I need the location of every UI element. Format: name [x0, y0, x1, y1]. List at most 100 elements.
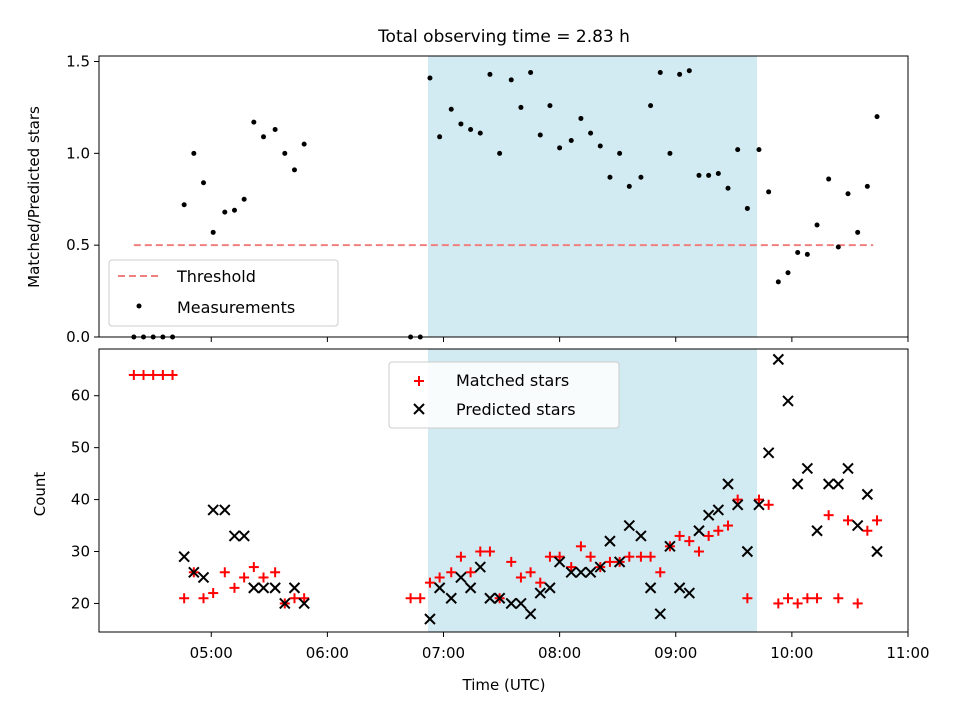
- data-point: [696, 172, 702, 178]
- data-point: [673, 582, 686, 594]
- data-point: [842, 462, 854, 475]
- data-point: [415, 593, 426, 604]
- data-point: [534, 587, 546, 599]
- data-point: [484, 546, 495, 557]
- data-point: [167, 369, 178, 380]
- data-point: [191, 150, 197, 156]
- data-point: [251, 119, 257, 125]
- data-point: [446, 567, 457, 578]
- x-tick-label: 06:00: [306, 644, 349, 662]
- data-point: [150, 334, 156, 340]
- data-point: [141, 334, 147, 340]
- data-point: [626, 183, 632, 189]
- data-point: [405, 593, 416, 604]
- data-point: [712, 504, 725, 516]
- data-point: [524, 608, 537, 620]
- data-point: [871, 545, 883, 558]
- data-point: [257, 582, 270, 594]
- data-point: [575, 566, 587, 578]
- data-point: [667, 150, 673, 156]
- x-tick-label: 09:00: [654, 644, 697, 662]
- data-point: [424, 577, 435, 588]
- data-point: [684, 536, 695, 547]
- legend-top: Threshold Measurements: [108, 259, 339, 327]
- data-point: [693, 546, 704, 557]
- data-point: [465, 567, 476, 578]
- data-point: [833, 593, 844, 604]
- panel-2: 05:00 06:00 07:00 08:00 09:00 10:00 11:00 20 30 4…: [71, 348, 930, 662]
- plot-layer: 0.0 0.5 1.0 1.5 Threshold Measurements 05:00 06…: [66, 53, 929, 662]
- y-tick-label: 1.0: [66, 144, 90, 162]
- data-point: [434, 572, 445, 583]
- data-point: [588, 130, 594, 136]
- data-point: [269, 582, 281, 594]
- data-point: [535, 577, 546, 588]
- axes-frame: [98, 55, 909, 338]
- data-point: [756, 147, 762, 153]
- data-point: [766, 189, 772, 195]
- data-point: [170, 334, 176, 340]
- data-point: [823, 510, 834, 521]
- data-point: [437, 134, 443, 140]
- data-point: [131, 334, 137, 340]
- data-point: [677, 71, 683, 77]
- legend-predicted-label: Predicted stars: [456, 400, 576, 419]
- y-axis-label-bottom: Count: [31, 472, 49, 517]
- legend-matched-swatch: [414, 376, 424, 386]
- data-point: [477, 130, 483, 136]
- data-point: [624, 551, 635, 562]
- shaded-interval: [428, 56, 758, 337]
- data-point: [506, 556, 517, 567]
- data-point: [291, 167, 297, 173]
- legend-measurements-swatch: [136, 303, 142, 309]
- chart-title: Total observing time = 2.83 h: [377, 27, 630, 47]
- x-tick-label: 10:00: [770, 644, 813, 662]
- data-point: [638, 174, 644, 180]
- data-point: [229, 582, 240, 593]
- legend-measurements-label: Measurements: [177, 298, 295, 317]
- data-point: [505, 597, 517, 610]
- data-point: [248, 582, 260, 594]
- data-point: [188, 566, 200, 578]
- data-point: [301, 141, 307, 147]
- data-point: [464, 582, 477, 594]
- data-point: [648, 103, 654, 109]
- y-tick-label: 50: [71, 439, 90, 457]
- data-point: [474, 561, 486, 573]
- data-point: [791, 478, 804, 490]
- data-point: [725, 185, 731, 191]
- x-tick-label: 05:00: [190, 644, 233, 662]
- data-point: [537, 132, 543, 138]
- data-point: [835, 244, 841, 250]
- y-tick-label: 40: [71, 491, 90, 509]
- data-point: [448, 106, 454, 112]
- data-point: [179, 593, 190, 604]
- data-point: [528, 70, 534, 76]
- data-point: [604, 556, 615, 567]
- data-point: [515, 572, 526, 583]
- data-point: [584, 566, 597, 578]
- data-point: [594, 561, 606, 573]
- data-point: [604, 535, 616, 547]
- legend-bottom: Matched stars Predicted stars: [388, 361, 620, 429]
- data-point: [735, 147, 741, 153]
- data-point: [207, 504, 219, 516]
- data-point: [554, 551, 565, 562]
- data-point: [715, 171, 721, 177]
- data-point: [872, 515, 883, 526]
- data-point: [455, 551, 466, 562]
- data-point: [408, 334, 414, 340]
- x-tick-label: 07:00: [422, 644, 465, 662]
- data-point: [525, 567, 536, 578]
- data-point: [547, 103, 553, 109]
- data-point: [785, 270, 791, 276]
- data-point: [713, 525, 724, 536]
- data-point: [617, 150, 623, 156]
- data-point: [222, 209, 228, 215]
- data-point: [845, 191, 851, 197]
- data-point: [812, 593, 823, 604]
- data-point: [862, 525, 873, 536]
- data-point: [763, 499, 774, 510]
- data-point: [228, 530, 241, 542]
